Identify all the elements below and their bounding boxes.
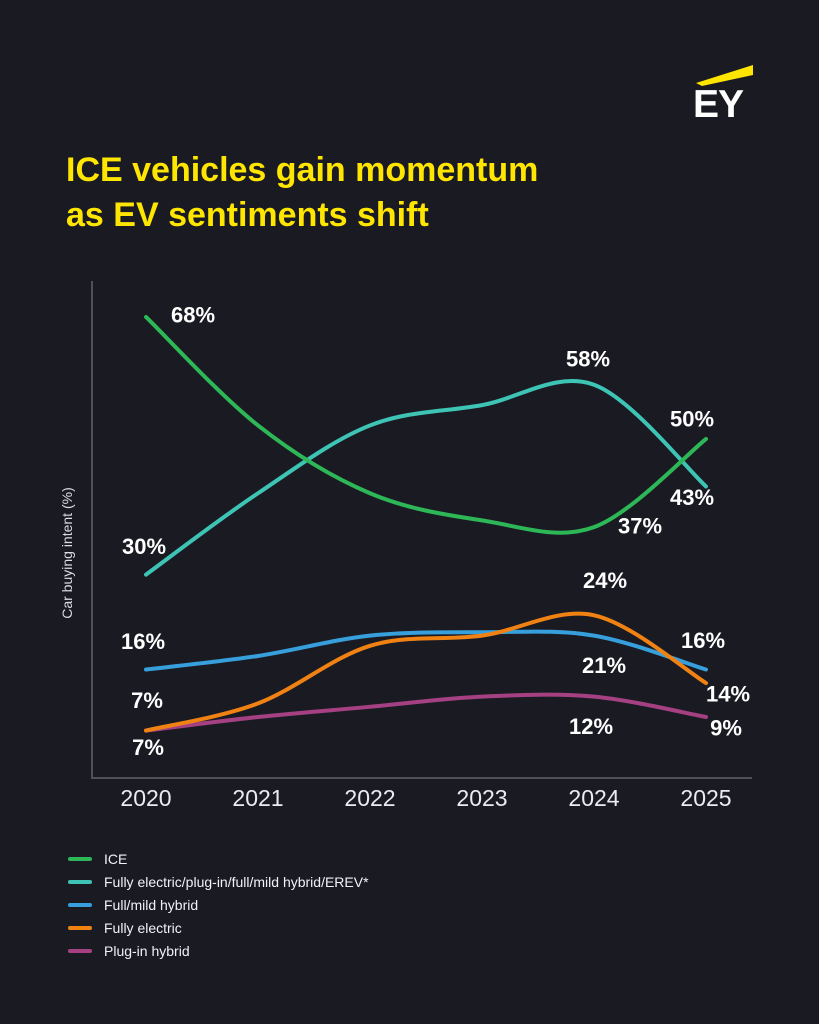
legend-swatch-full-mild-hybrid-icon <box>68 902 92 907</box>
legend-item-full-mild-hybrid: Full/mild hybrid <box>68 893 369 916</box>
chart-title: ICE vehicles gain momentum as EV sentime… <box>66 148 538 238</box>
value-label-3-2020: 7% <box>131 688 163 713</box>
ey-logo: EY <box>692 56 762 128</box>
value-label-2-2024: 21% <box>582 653 626 678</box>
value-label-0-2025: 50% <box>670 407 714 432</box>
value-label-4-2025: 9% <box>710 715 742 740</box>
chart-title-line-2: as EV sentiments shift <box>66 196 429 234</box>
series-line-1 <box>144 379 708 577</box>
legend-swatch-fully-electric-icon <box>68 925 92 930</box>
value-label-3-2024: 24% <box>583 568 627 593</box>
chart-title-line-1: ICE vehicles gain momentum <box>66 151 539 189</box>
value-label-2-2025: 16% <box>681 628 725 653</box>
value-label-1-2024: 58% <box>566 346 610 371</box>
value-label-0-2024: 37% <box>618 514 662 539</box>
value-label-0-2020: 68% <box>171 302 215 327</box>
x-tick-label-2020: 2020 <box>120 785 171 811</box>
x-tick-label-2025: 2025 <box>680 785 731 811</box>
x-tick-label-2022: 2022 <box>344 785 395 811</box>
legend-item-fully-electric: Fully electric <box>68 916 369 939</box>
x-tick-label-2021: 2021 <box>232 785 283 811</box>
value-label-2-2020: 16% <box>121 629 165 654</box>
value-label-3-2025: 14% <box>706 682 750 707</box>
legend-swatch-combined-ev-icon <box>68 879 92 884</box>
x-tick-label-2023: 2023 <box>456 785 507 811</box>
chart-legend: ICE Fully electric/plug-in/full/mild hyb… <box>68 847 369 962</box>
x-tick-label-2024: 2024 <box>568 785 619 811</box>
series-line-0 <box>144 314 708 535</box>
value-label-1-2025: 43% <box>670 485 714 510</box>
legend-swatch-plug-in-hybrid-icon <box>68 948 92 953</box>
legend-swatch-ice-icon <box>68 856 92 861</box>
ey-logo-text: EY <box>693 83 744 126</box>
series-line-4 <box>144 692 708 733</box>
value-label-1-2020: 30% <box>122 534 166 559</box>
legend-item-ice: ICE <box>68 847 369 870</box>
value-label-4-2024: 12% <box>569 714 613 739</box>
value-label-4-2020: 7% <box>132 735 164 760</box>
series-line-3 <box>144 611 708 733</box>
legend-item-combined-ev: Fully electric/plug-in/full/mild hybrid/… <box>68 870 369 893</box>
y-axis-title: Car buying intent (%) <box>59 487 75 619</box>
ey-logo-beam-icon <box>696 65 753 86</box>
series-line-2 <box>144 629 708 672</box>
legend-item-plug-in-hybrid: Plug-in hybrid <box>68 939 369 962</box>
